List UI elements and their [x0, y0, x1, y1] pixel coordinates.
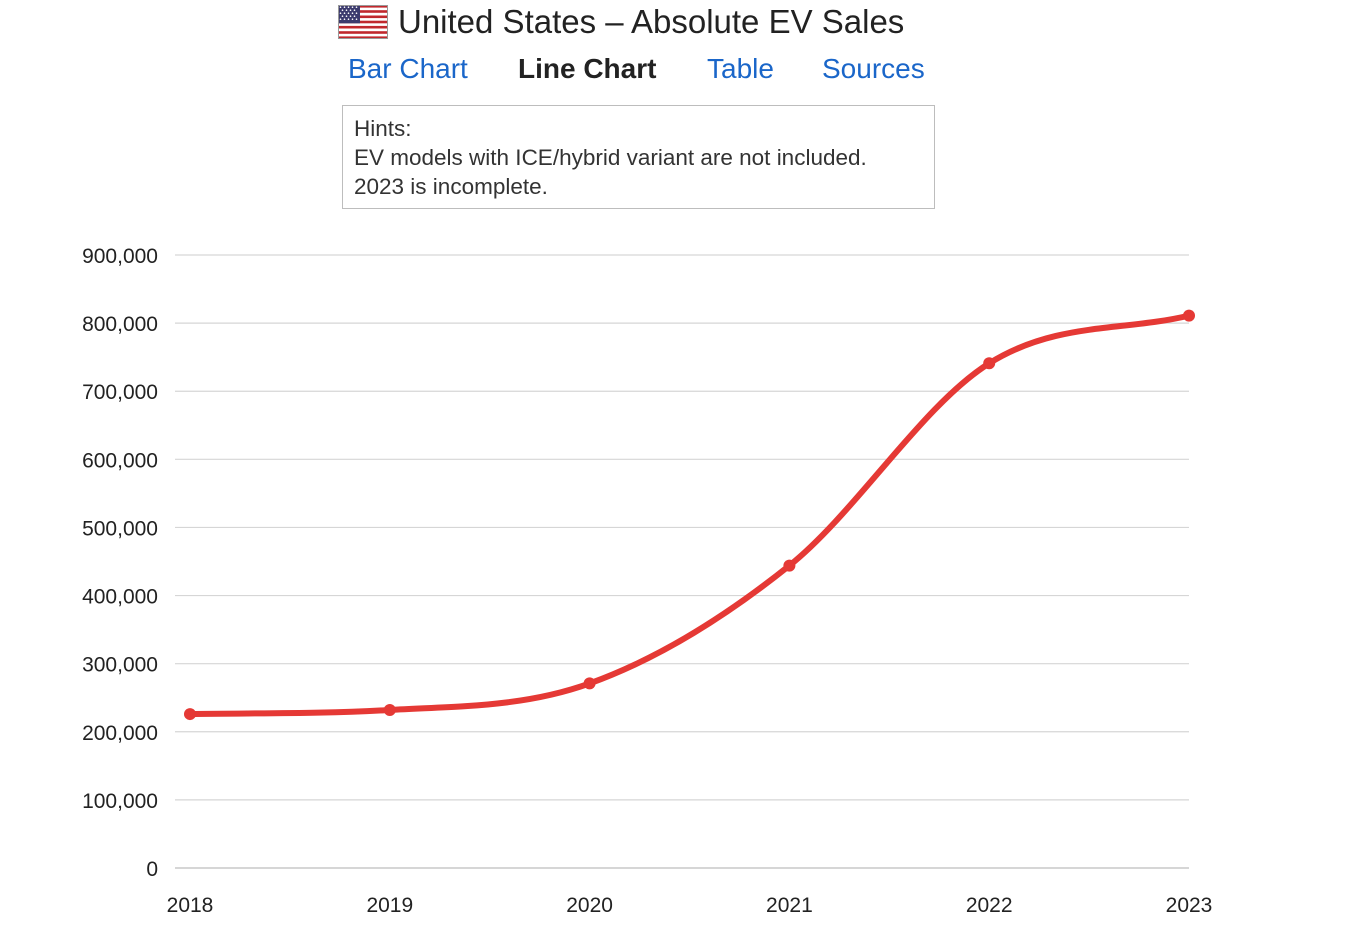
x-tick-label: 2022 [966, 894, 1013, 917]
y-tick-label: 500,000 [82, 517, 158, 540]
hint-line: 2023 is incomplete. [354, 174, 548, 199]
data-point [1183, 309, 1195, 322]
hints-heading: Hints: [354, 116, 412, 141]
data-point [783, 559, 796, 572]
x-tick-label: 2018 [167, 894, 214, 917]
tab-table[interactable]: Table [707, 53, 774, 84]
y-tick-label: 400,000 [82, 586, 158, 609]
data-point [583, 677, 596, 690]
data-point [184, 708, 196, 721]
x-tick-label: 2020 [566, 894, 613, 917]
x-tick-label: 2021 [766, 894, 813, 917]
chart-view-tabs: Bar Chart Line Chart Table Sources [0, 53, 1362, 93]
data-point [383, 703, 396, 716]
x-tick-label: 2019 [366, 894, 413, 917]
y-tick-label: 900,000 [82, 245, 158, 268]
data-point [983, 357, 996, 370]
series-line [187, 312, 1192, 718]
y-tick-label: 100,000 [82, 790, 158, 813]
x-tick-label: 2023 [1166, 894, 1213, 917]
hints-box: Hints: EV models with ICE/hybrid variant… [342, 105, 935, 209]
tab-bar-chart[interactable]: Bar Chart [348, 53, 468, 84]
y-tick-label: 300,000 [82, 654, 158, 677]
y-tick-label: 600,000 [82, 449, 158, 472]
y-tick-label: 200,000 [82, 722, 158, 745]
chart-header: United States – Absolute EV Sales [338, 2, 904, 42]
y-tick-label: 700,000 [82, 381, 158, 404]
us-flag-icon [338, 5, 388, 39]
page-title: United States – Absolute EV Sales [398, 3, 905, 40]
tab-line-chart[interactable]: Line Chart [518, 53, 657, 84]
y-tick-label: 0 [146, 858, 158, 881]
hint-line: EV models with ICE/hybrid variant are no… [354, 145, 867, 170]
tab-sources[interactable]: Sources [822, 53, 925, 84]
y-tick-label: 800,000 [82, 313, 158, 336]
